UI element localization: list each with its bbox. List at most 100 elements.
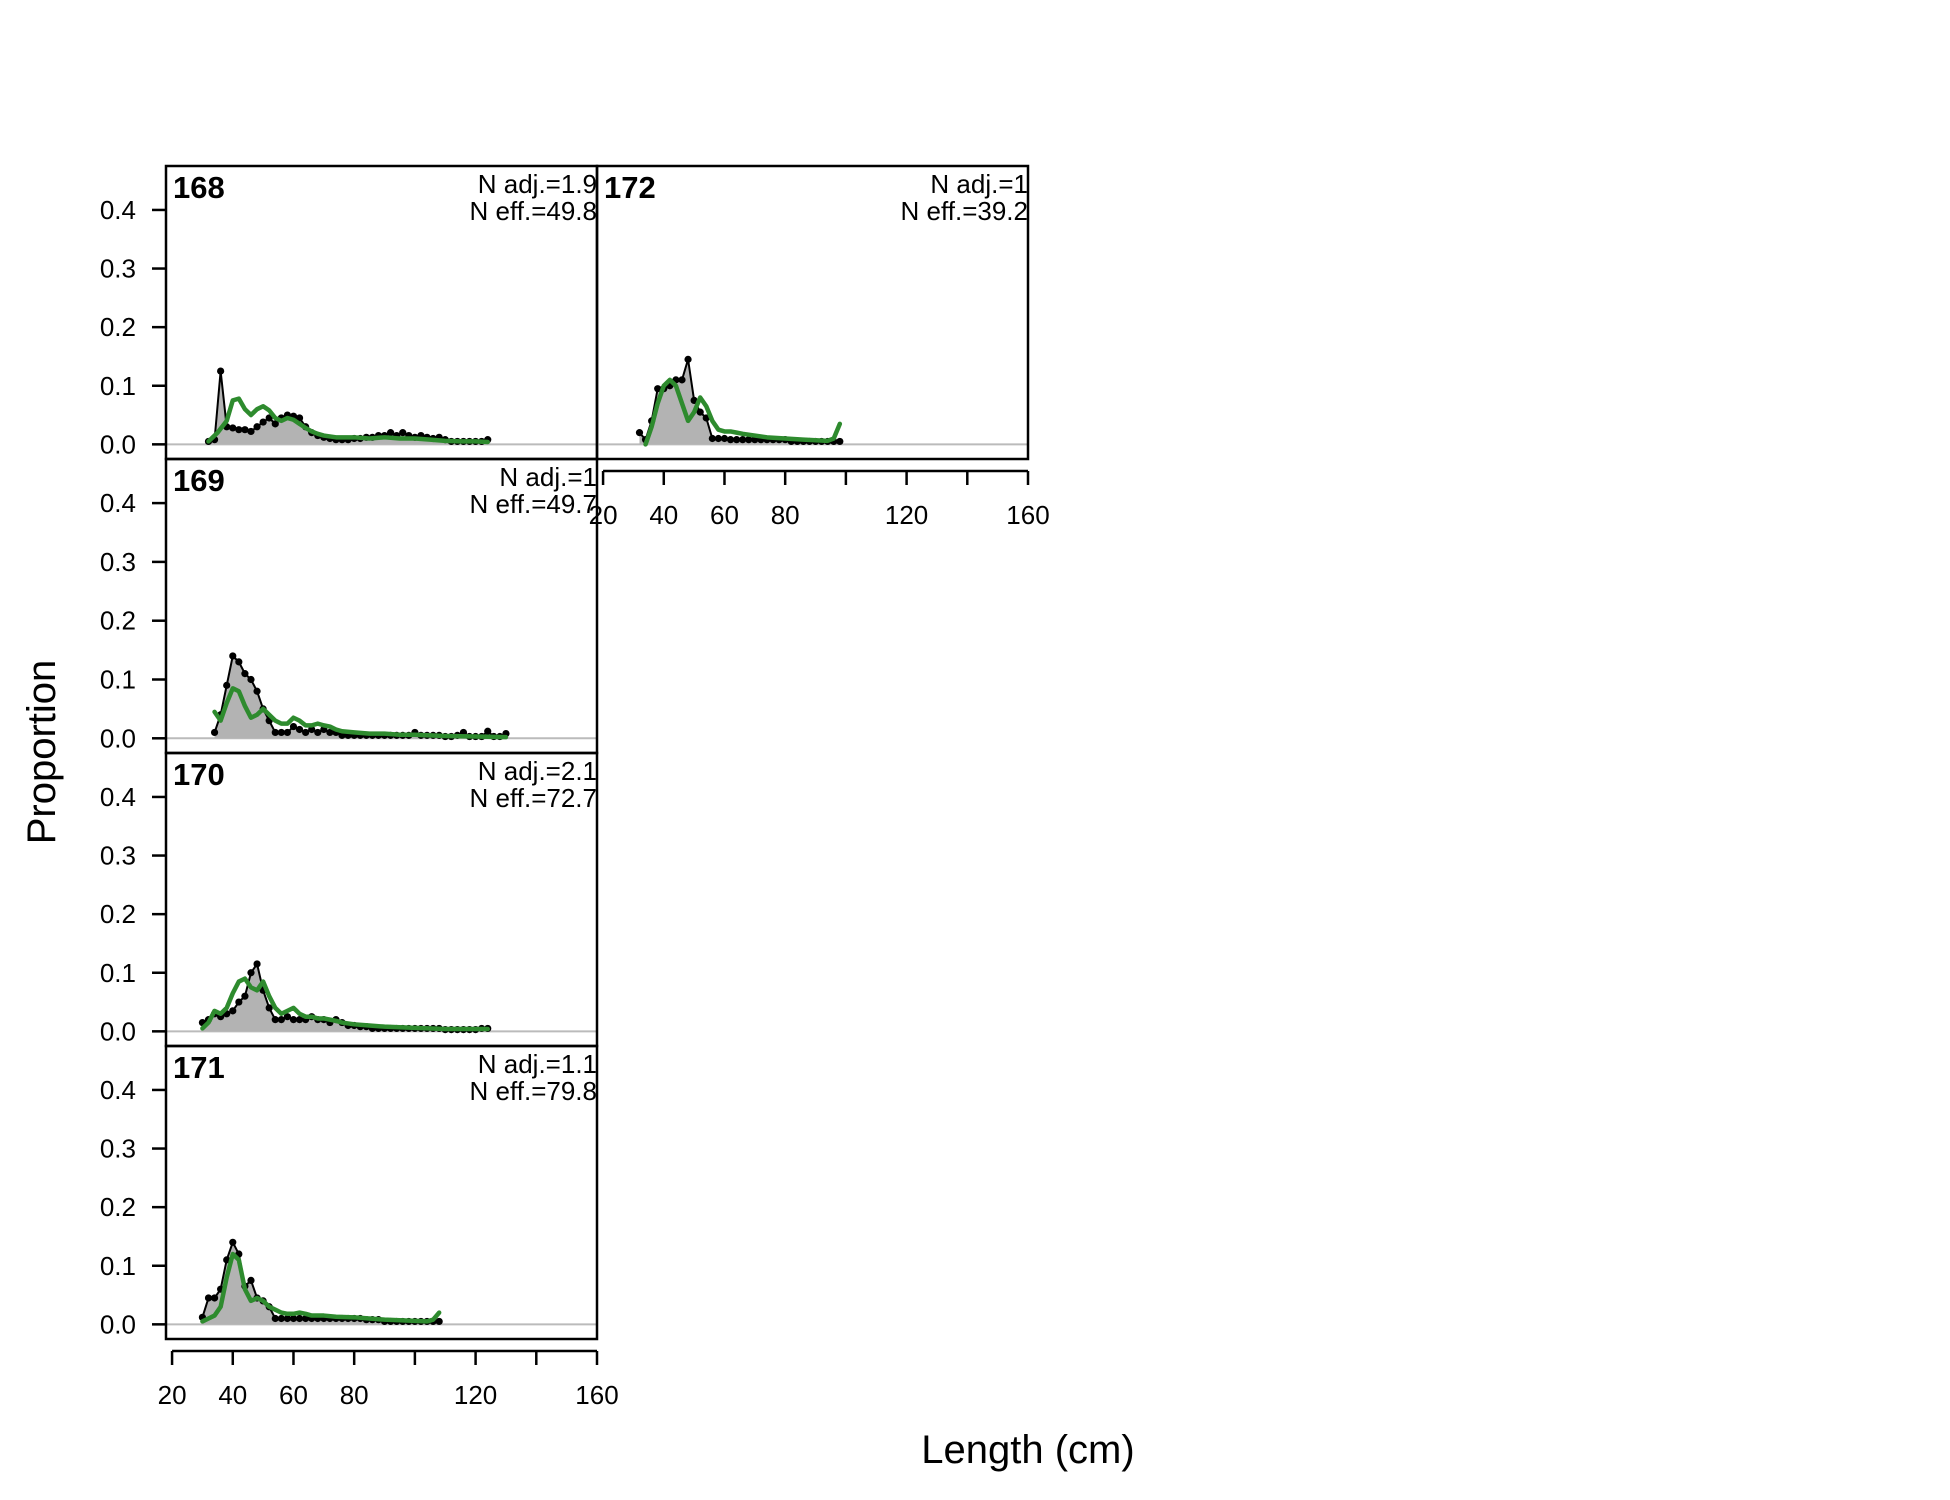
panel-172: 172 N adj.=1N eff.=39.2 20 40 60 80 120 160 xyxy=(589,164,1050,530)
panel-data-172 xyxy=(597,355,1028,447)
y-tick-label: 0.0 xyxy=(100,1309,136,1339)
observed-point xyxy=(247,427,255,436)
expected-line xyxy=(643,377,843,447)
observed-point xyxy=(241,992,249,1000)
x-tick-label: 60 xyxy=(279,1380,308,1410)
panel-data-171 xyxy=(166,1238,597,1326)
observed-point xyxy=(308,725,316,734)
observed-point xyxy=(271,728,279,737)
expected-line xyxy=(200,976,490,1032)
observed-point xyxy=(295,725,304,734)
x-tick-label: 120 xyxy=(454,1380,497,1410)
observed-point xyxy=(204,1294,213,1302)
observed-point xyxy=(714,434,723,443)
observed-point xyxy=(635,429,644,437)
panel-data-168 xyxy=(166,367,597,446)
panel-data-170 xyxy=(166,960,597,1034)
observed-point xyxy=(745,436,753,444)
observed-point xyxy=(283,1013,292,1021)
observed-point xyxy=(708,434,716,443)
y-tick-label: 0.4 xyxy=(100,488,136,518)
observed-area xyxy=(202,963,488,1032)
observed-point xyxy=(247,1276,255,1284)
observed-point xyxy=(217,367,225,375)
observed-point xyxy=(435,1317,443,1326)
n-eff-label: N eff.=49.8 xyxy=(470,196,597,226)
observed-area xyxy=(214,655,506,739)
n-eff-label: N eff.=49.7 xyxy=(470,489,597,519)
n-eff-label: N eff.=39.2 xyxy=(901,196,1028,226)
observed-point xyxy=(271,1016,279,1024)
observed-point xyxy=(283,728,292,737)
panel-label: 172 xyxy=(604,170,656,205)
panels-group: 168 N adj.=1.9N eff.=49.80.00.10.20.30.41… xyxy=(100,164,1050,1410)
x-tick-label: 80 xyxy=(340,1380,369,1410)
y-tick-label: 0.1 xyxy=(100,1251,136,1281)
observed-point xyxy=(399,429,407,437)
observed-point xyxy=(277,728,285,737)
n-eff-label: N eff.=72.7 xyxy=(470,783,597,813)
y-tick-label: 0.0 xyxy=(100,723,136,753)
observed-area xyxy=(208,371,488,445)
observed-point xyxy=(295,1016,304,1024)
y-tick-label: 0.2 xyxy=(100,312,136,342)
n-adj-label: N adj.=1.9 xyxy=(478,169,597,199)
y-axis-title: Proportion xyxy=(20,660,64,845)
panel-label: 171 xyxy=(173,1050,225,1085)
observed-point xyxy=(726,436,735,444)
n-adj-label: N adj.=1.1 xyxy=(478,1049,597,1079)
x-tick-label: 20 xyxy=(589,500,618,530)
panel-frame xyxy=(164,1044,599,1341)
y-tick-label: 0.3 xyxy=(100,254,136,284)
y-tick-label: 0.1 xyxy=(100,371,136,401)
observed-point xyxy=(720,434,729,443)
observed-point xyxy=(265,1004,273,1012)
observed-point xyxy=(223,681,231,689)
observed-point xyxy=(271,1314,279,1323)
expected-line xyxy=(206,396,490,445)
observed-point xyxy=(253,423,261,431)
x-tick-label: 40 xyxy=(218,1380,247,1410)
expected-line xyxy=(212,686,509,740)
y-tick-label: 0.1 xyxy=(100,958,136,988)
x-tick-label: 20 xyxy=(158,1380,187,1410)
observed-point xyxy=(326,728,334,737)
y-tick-label: 0.3 xyxy=(100,1134,136,1164)
x-tick-label: 80 xyxy=(771,500,800,530)
y-tick-label: 0.1 xyxy=(100,665,136,695)
x-tick-label: 60 xyxy=(710,500,739,530)
observed-point xyxy=(733,436,741,444)
y-tick-label: 0.2 xyxy=(100,606,136,636)
n-eff-label: N eff.=79.8 xyxy=(470,1076,597,1106)
x-tick-label: 40 xyxy=(649,500,678,530)
y-tick-label: 0.3 xyxy=(100,841,136,871)
observed-point xyxy=(696,408,704,416)
observed-point xyxy=(229,1238,237,1246)
x-axis-title: Length (cm) xyxy=(921,1428,1134,1472)
observed-point xyxy=(277,1314,285,1323)
x-tick-label: 160 xyxy=(1006,500,1049,530)
observed-point xyxy=(836,437,844,446)
observed-point xyxy=(271,420,279,428)
observed-point xyxy=(277,1016,285,1024)
y-tick-label: 0.0 xyxy=(100,1016,136,1046)
observed-point xyxy=(253,687,261,695)
panel-label: 170 xyxy=(173,757,225,792)
x-tick-label: 120 xyxy=(885,500,928,530)
panel-label: 169 xyxy=(173,463,225,498)
observed-point xyxy=(235,998,243,1006)
panel-169: 169 N adj.=1N eff.=49.7 0.0 0.1 0.2 0.3 0.4 xyxy=(100,457,599,755)
observed-point xyxy=(229,1007,237,1015)
y-tick-label: 0.4 xyxy=(100,195,136,225)
panel-170: 170 N adj.=2.1N eff.=72.7 0.0 0.1 0.2 0.3 0.4 xyxy=(100,751,599,1048)
observed-point xyxy=(210,728,219,737)
observed-point xyxy=(229,652,237,660)
y-tick-label: 0.3 xyxy=(100,547,136,577)
observed-point xyxy=(241,670,249,678)
observed-point xyxy=(253,960,261,968)
observed-point xyxy=(247,675,255,684)
observed-area xyxy=(639,359,840,445)
observed-point xyxy=(678,376,686,384)
observed-point xyxy=(295,414,304,422)
observed-point xyxy=(302,1314,310,1323)
